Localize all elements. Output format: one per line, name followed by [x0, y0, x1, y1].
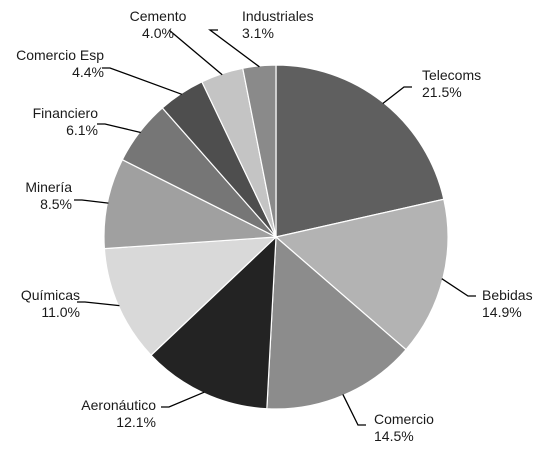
slice-label-comercio: Comercio 14.5% [374, 411, 434, 444]
slice-label-percent: 3.1% [242, 25, 274, 41]
slice-label-financiero: Financiero 6.1% [33, 105, 99, 138]
slice-label-name: Cemento [130, 8, 187, 24]
pie-slices [103, 64, 449, 410]
slice-labels: Telecoms 21.5% Bebidas 14.9% Comercio 14.5% Ae… [16, 8, 533, 444]
leader-line-aeronautico [161, 391, 205, 408]
leader-line-telecoms [382, 86, 412, 105]
leader-line-comercio-esp [102, 67, 183, 95]
slice-label-percent: 14.5% [374, 428, 414, 444]
slice-label-comercio-esp: Comercio Esp 4.4% [16, 47, 104, 80]
slice-label-telecoms: Telecoms 21.5% [422, 67, 481, 100]
slice-label-industriales: Industriales 3.1% [242, 8, 314, 41]
slice-label-percent: 8.5% [40, 196, 72, 212]
slice-label-percent: 21.5% [422, 84, 462, 100]
leader-lines [74, 29, 476, 426]
slice-label-name: Comercio [374, 411, 434, 427]
slice-label-name: Aeronáutico [81, 397, 156, 413]
leader-line-mineria [74, 199, 109, 204]
slice-label-name: Comercio Esp [16, 47, 104, 63]
leader-line-cemento [168, 29, 223, 76]
leader-line-industriales [208, 29, 260, 68]
slice-label-mineria: Minería 8.5% [25, 179, 72, 212]
leader-line-comercio [342, 394, 366, 426]
slice-label-name: Industriales [242, 8, 314, 24]
slice-label-bebidas: Bebidas 14.9% [482, 287, 533, 320]
slice-label-percent: 12.1% [116, 414, 156, 430]
leader-line-bebidas [441, 278, 476, 297]
leader-line-financiero [97, 123, 141, 134]
slice-label-name: Bebidas [482, 287, 533, 303]
slice-label-percent: 11.0% [41, 304, 80, 320]
pie-slice-industriales [242, 64, 277, 238]
slice-label-name: Químicas [21, 287, 80, 303]
pie-slice-aeronautico [150, 235, 277, 410]
slice-label-name: Financiero [33, 105, 99, 121]
slice-label-cemento: Cemento 4.0% [130, 8, 187, 41]
slice-label-percent: 14.9% [482, 304, 522, 320]
slice-label-name: Telecoms [422, 67, 481, 83]
slice-label-percent: 4.4% [72, 64, 104, 80]
leader-line-quimicas [77, 301, 120, 307]
slice-label-percent: 6.1% [66, 122, 98, 138]
slice-label-quimicas: Químicas 11.0% [21, 287, 80, 320]
slice-label-aeronautico: Aeronáutico 12.1% [81, 397, 156, 430]
slice-label-name: Minería [25, 179, 72, 195]
slice-label-percent: 4.0% [142, 25, 174, 41]
